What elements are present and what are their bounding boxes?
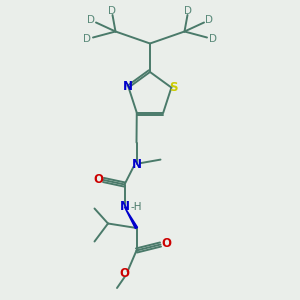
Text: D: D <box>184 6 192 16</box>
Text: N: N <box>119 200 130 214</box>
Text: O: O <box>94 173 104 186</box>
Text: D: D <box>208 34 217 44</box>
Text: O: O <box>119 267 130 280</box>
Text: D: D <box>205 15 213 25</box>
Text: -H: -H <box>130 202 142 212</box>
Text: D: D <box>108 6 116 16</box>
Text: D: D <box>87 15 95 25</box>
Text: N: N <box>131 158 142 171</box>
Polygon shape <box>124 207 137 229</box>
Text: O: O <box>161 237 171 250</box>
Text: N: N <box>122 80 132 93</box>
Text: S: S <box>169 81 177 94</box>
Text: D: D <box>83 34 92 44</box>
